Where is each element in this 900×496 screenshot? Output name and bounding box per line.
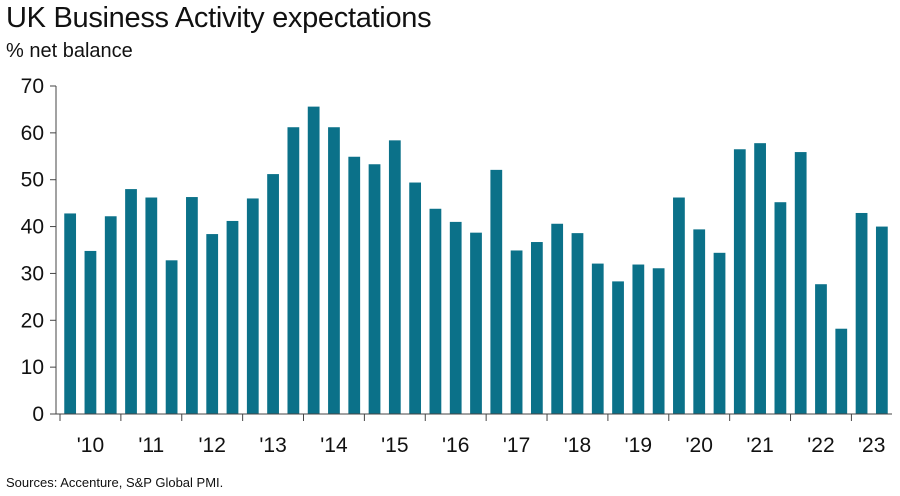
- y-axis-unit-label: % net balance: [6, 40, 133, 62]
- bar: [348, 156, 361, 414]
- y-tick-label: 70: [21, 75, 44, 98]
- bar: [591, 263, 604, 414]
- source-note: Sources: Accenture, S&P Global PMI.: [6, 475, 224, 490]
- bar: [713, 252, 726, 414]
- y-tick-label: 40: [21, 216, 44, 239]
- bar: [470, 232, 482, 414]
- x-tick-label: '20: [686, 434, 713, 457]
- x-tick-label: '16: [442, 434, 469, 457]
- bar: [449, 221, 462, 414]
- bar: [652, 268, 665, 414]
- bar: [875, 226, 888, 414]
- x-tick-label: '11: [138, 434, 164, 457]
- x-tick-label: '21: [746, 434, 773, 457]
- bar: [104, 216, 117, 414]
- bar: [307, 106, 320, 415]
- y-tick-label: 30: [21, 262, 44, 285]
- bar: [571, 233, 584, 414]
- bar: [794, 152, 807, 414]
- bar: [815, 284, 827, 414]
- bar: [612, 281, 624, 414]
- bar: [206, 234, 219, 414]
- bar: [186, 197, 198, 414]
- bar: [673, 197, 685, 414]
- bar: [510, 250, 523, 414]
- bar: [409, 182, 422, 414]
- bar: [226, 220, 239, 414]
- y-tick-label: 0: [32, 403, 44, 426]
- x-tick-label: '10: [77, 434, 104, 457]
- x-tick-label: '22: [807, 434, 834, 457]
- x-tick-label: '18: [564, 434, 591, 457]
- x-tick-label: '12: [199, 434, 226, 457]
- chart-title: UK Business Activity expectations: [6, 2, 432, 34]
- bar: [855, 212, 868, 414]
- y-tick-label: 50: [21, 169, 44, 192]
- bar-series: [64, 106, 888, 415]
- bar: [368, 164, 381, 414]
- bar: [530, 242, 543, 414]
- bar: [328, 127, 340, 414]
- bar: [632, 264, 645, 414]
- x-axis-ticks: '10 '11 '12 '13 '14 '15 '16 '17 '18 '19 '20 '21 '22 '…: [59, 414, 885, 457]
- x-tick-label: '17: [503, 434, 530, 457]
- bar: [754, 143, 766, 415]
- bar: [388, 140, 401, 414]
- bar: [125, 189, 137, 414]
- y-tick-label: 10: [21, 356, 44, 379]
- bar: [774, 202, 787, 414]
- bar: [165, 260, 178, 414]
- x-tick-label: '23: [858, 434, 885, 457]
- x-tick-label: '13: [259, 434, 286, 457]
- bar: [693, 229, 706, 414]
- y-tick-label: 20: [21, 309, 44, 332]
- bar: [490, 169, 503, 414]
- bar: [267, 174, 279, 414]
- bar: [64, 213, 77, 414]
- bar: [551, 223, 564, 414]
- x-tick-label: '15: [381, 434, 408, 457]
- bar-chart: 0 10 20 30 40 50 60 70 '10 '11 '12 '13 '14 '15 '16 '17…: [21, 75, 892, 457]
- bar: [84, 250, 97, 414]
- bar: [287, 127, 300, 414]
- bar: [835, 328, 848, 414]
- bar: [733, 149, 746, 414]
- bar: [429, 208, 442, 414]
- bar: [246, 198, 259, 414]
- y-tick-label: 60: [21, 122, 44, 145]
- y-axis-ticks: 0 10 20 30 40 50 60 70: [21, 75, 56, 426]
- bar: [145, 197, 158, 414]
- x-tick-label: '14: [320, 434, 348, 457]
- x-tick-label: '19: [625, 434, 652, 457]
